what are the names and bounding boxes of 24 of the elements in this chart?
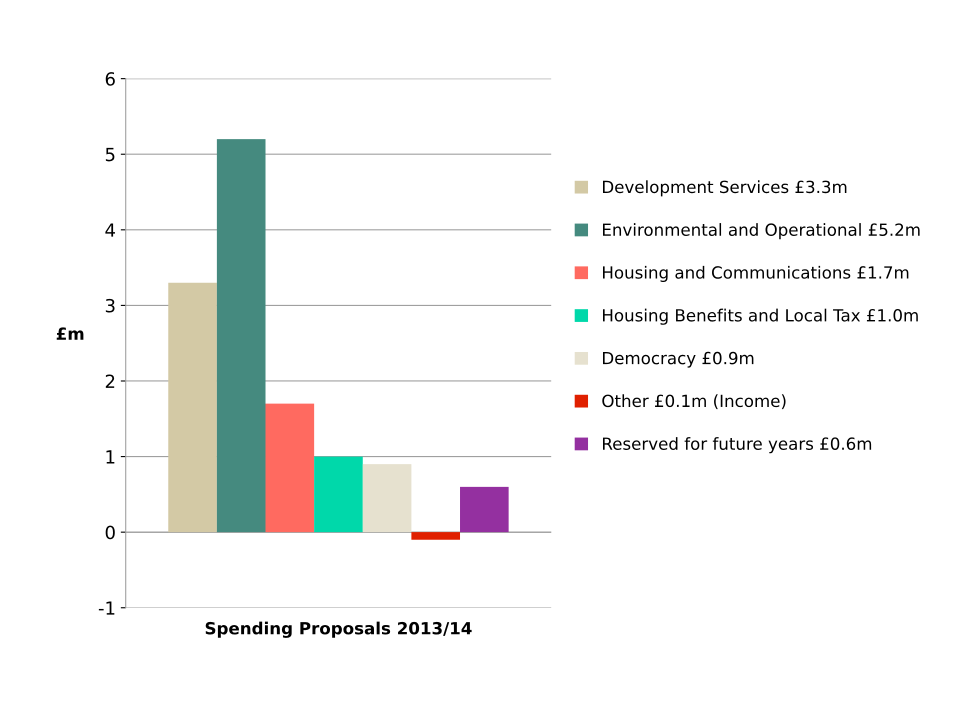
legend-label: Democracy £0.9m xyxy=(603,352,754,368)
y-tick-label: 6 xyxy=(106,72,115,86)
bar xyxy=(216,139,266,532)
y-tick-label: 0 xyxy=(106,526,115,540)
bar xyxy=(314,456,363,532)
legend-label: Other £0.1m (Income) xyxy=(602,394,786,410)
y-tick-label: -1 xyxy=(98,601,114,615)
y-tick-label: 1 xyxy=(106,450,114,464)
bar xyxy=(460,486,509,532)
bar xyxy=(168,282,217,532)
bar xyxy=(266,404,314,532)
y-tick-label: 4 xyxy=(105,224,115,237)
legend-label: Development Services £3.3m xyxy=(603,180,846,196)
bar xyxy=(411,532,460,540)
y-tick-label: 3 xyxy=(106,298,115,313)
legend-label: Housing and Communications £1.7m xyxy=(603,266,908,282)
y-tick-label: 5 xyxy=(106,148,114,162)
legend-label: Reserved for future years £0.6m xyxy=(603,437,872,454)
legend-label: Environmental and Operational £5.2m xyxy=(603,223,920,240)
y-tick-label: 2 xyxy=(106,374,114,388)
x-tick-label: Spending Proposals 2013/14 xyxy=(206,622,472,638)
legend-label: Housing Benefits and Local Tax £1.0m xyxy=(603,308,918,325)
y-axis-title: £m xyxy=(56,327,84,340)
bar xyxy=(362,464,412,532)
